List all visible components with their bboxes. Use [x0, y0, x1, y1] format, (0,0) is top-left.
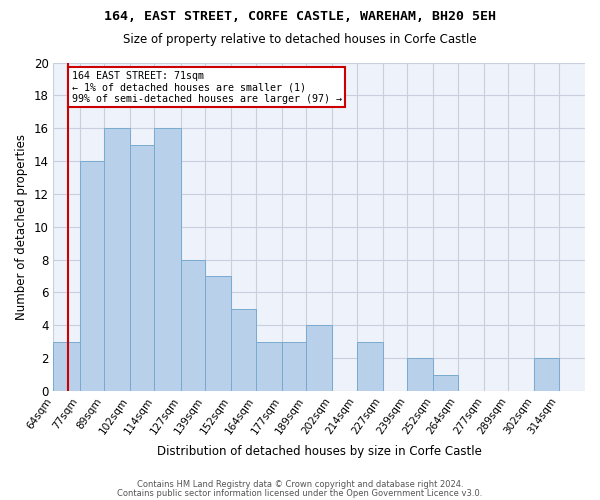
Bar	[256, 342, 282, 391]
Text: Contains HM Land Registry data © Crown copyright and database right 2024.: Contains HM Land Registry data © Crown c…	[137, 480, 463, 489]
Bar	[104, 128, 130, 391]
Bar	[306, 326, 332, 391]
Bar	[181, 260, 205, 391]
Bar	[535, 358, 559, 391]
Text: Contains public sector information licensed under the Open Government Licence v3: Contains public sector information licen…	[118, 488, 482, 498]
Text: 164 EAST STREET: 71sqm
← 1% of detached houses are smaller (1)
99% of semi-detac: 164 EAST STREET: 71sqm ← 1% of detached …	[71, 70, 341, 104]
Y-axis label: Number of detached properties: Number of detached properties	[15, 134, 28, 320]
Bar	[80, 161, 104, 391]
Text: 164, EAST STREET, CORFE CASTLE, WAREHAM, BH20 5EH: 164, EAST STREET, CORFE CASTLE, WAREHAM,…	[104, 10, 496, 23]
Bar	[407, 358, 433, 391]
Bar	[205, 276, 231, 391]
Bar	[282, 342, 306, 391]
Bar	[356, 342, 383, 391]
Bar	[53, 342, 80, 391]
X-axis label: Distribution of detached houses by size in Corfe Castle: Distribution of detached houses by size …	[157, 444, 482, 458]
Bar	[154, 128, 181, 391]
Bar	[433, 374, 458, 391]
Bar	[231, 309, 256, 391]
Text: Size of property relative to detached houses in Corfe Castle: Size of property relative to detached ho…	[123, 32, 477, 46]
Bar	[130, 144, 154, 391]
